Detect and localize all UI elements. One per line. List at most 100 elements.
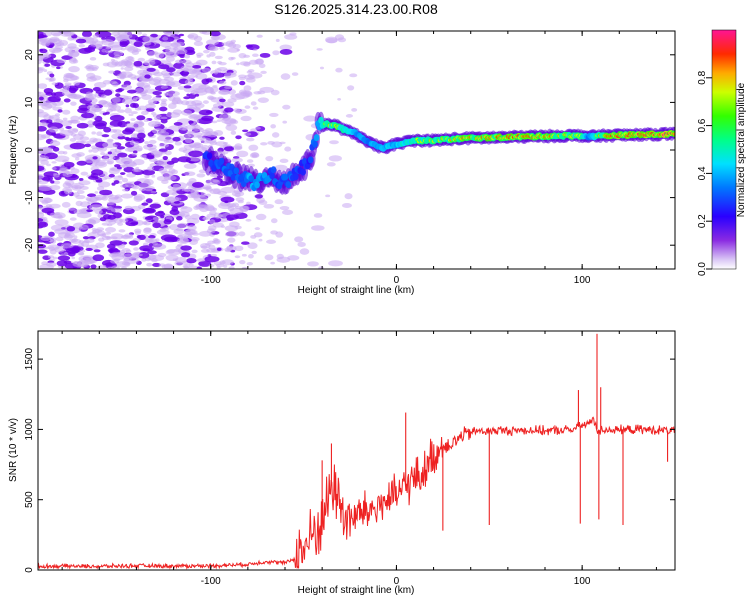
noise-blob	[120, 184, 129, 188]
noise-blob	[45, 203, 52, 209]
noise-blob	[193, 35, 203, 42]
noise-blob	[124, 147, 136, 152]
noise-blob	[220, 186, 236, 194]
noise-blob	[142, 248, 151, 252]
noise-blob	[260, 142, 268, 146]
noise-blob	[147, 132, 154, 137]
noise-blob	[124, 136, 130, 141]
noise-blob	[227, 237, 236, 243]
noise-blob	[246, 261, 253, 266]
y-tick-label: 10	[24, 96, 35, 108]
noise-blob	[62, 171, 73, 178]
noise-blob	[344, 193, 353, 200]
noise-blob	[69, 119, 78, 124]
noise-blob	[49, 239, 57, 244]
noise-blob	[68, 66, 80, 73]
noise-blob	[160, 215, 165, 219]
noise-blob	[86, 209, 93, 213]
noise-blob	[246, 137, 255, 142]
noise-blob	[93, 249, 101, 253]
noise-blob	[174, 261, 184, 266]
noise-blob	[116, 146, 126, 150]
noise-blob	[198, 260, 212, 267]
noise-blob	[227, 205, 235, 212]
noise-blob	[70, 101, 77, 106]
noise-blob	[46, 163, 52, 167]
noise-blob	[132, 48, 142, 53]
noise-blob	[63, 260, 72, 265]
noise-blob	[91, 169, 104, 176]
noise-blob	[136, 31, 143, 35]
noise-blob	[201, 31, 213, 35]
noise-blob	[234, 245, 244, 252]
noise-blob	[243, 132, 252, 136]
noise-blob	[104, 232, 112, 235]
noise-blob	[212, 103, 222, 109]
spectrogram-signal-band	[201, 111, 675, 195]
noise-blob	[270, 124, 277, 129]
noise-blob	[210, 91, 216, 95]
noise-blob	[269, 112, 279, 117]
noise-blob	[48, 203, 61, 209]
y-tick-label: 0	[24, 147, 35, 153]
noise-blob	[247, 242, 258, 249]
noise-blob	[109, 156, 116, 160]
noise-blob	[98, 100, 109, 105]
noise-blob	[142, 169, 156, 176]
band-cell	[292, 173, 299, 181]
noise-blob	[289, 32, 297, 36]
noise-blob	[128, 240, 139, 246]
noise-blob	[251, 152, 259, 158]
noise-blob	[205, 110, 213, 114]
noise-blob	[221, 117, 237, 124]
noise-blob	[78, 104, 91, 111]
noise-blob	[136, 132, 146, 139]
noise-blob	[164, 150, 172, 156]
band-cell	[307, 156, 314, 164]
noise-blob	[213, 212, 223, 219]
noise-blob	[193, 119, 200, 124]
noise-blob	[96, 131, 103, 137]
noise-blob	[143, 118, 149, 123]
noise-blob	[114, 164, 121, 168]
x-tick-label: 100	[574, 576, 591, 587]
noise-blob	[145, 198, 153, 204]
noise-blob	[294, 236, 304, 243]
noise-blob	[106, 201, 115, 206]
noise-blob	[144, 257, 152, 262]
noise-blob	[190, 213, 200, 220]
noise-blob	[254, 58, 264, 65]
noise-blob	[206, 213, 216, 218]
noise-blob	[158, 168, 168, 174]
noise-blob	[120, 59, 130, 64]
noise-blob	[203, 216, 211, 220]
noise-blob	[111, 81, 119, 87]
noise-blob	[178, 147, 188, 152]
noise-blob	[68, 207, 76, 211]
noise-blob	[105, 160, 113, 165]
noise-blob	[211, 120, 218, 124]
noise-blob	[123, 95, 133, 100]
noise-blob	[38, 221, 49, 228]
noise-blob	[75, 38, 87, 44]
band-cell	[248, 175, 254, 183]
noise-blob	[219, 46, 225, 51]
noise-blob	[179, 54, 186, 59]
noise-blob	[101, 37, 106, 40]
snr-panel: -100 0 100 0 500 1000 1500 Height of straight…	[8, 330, 676, 596]
noise-blob	[245, 218, 252, 222]
noise-blob	[63, 98, 71, 103]
band-cell	[233, 167, 240, 175]
noise-blob	[118, 229, 126, 233]
noise-blob	[194, 107, 201, 113]
noise-blob	[92, 156, 98, 160]
noise-blob	[185, 49, 196, 56]
noise-blob	[109, 120, 123, 127]
noise-blob	[78, 255, 92, 263]
noise-blob	[38, 249, 48, 254]
noise-blob	[91, 131, 96, 135]
noise-blob	[142, 33, 148, 37]
noise-blob	[162, 155, 168, 161]
noise-blob	[71, 153, 82, 158]
noise-blob	[52, 32, 61, 37]
